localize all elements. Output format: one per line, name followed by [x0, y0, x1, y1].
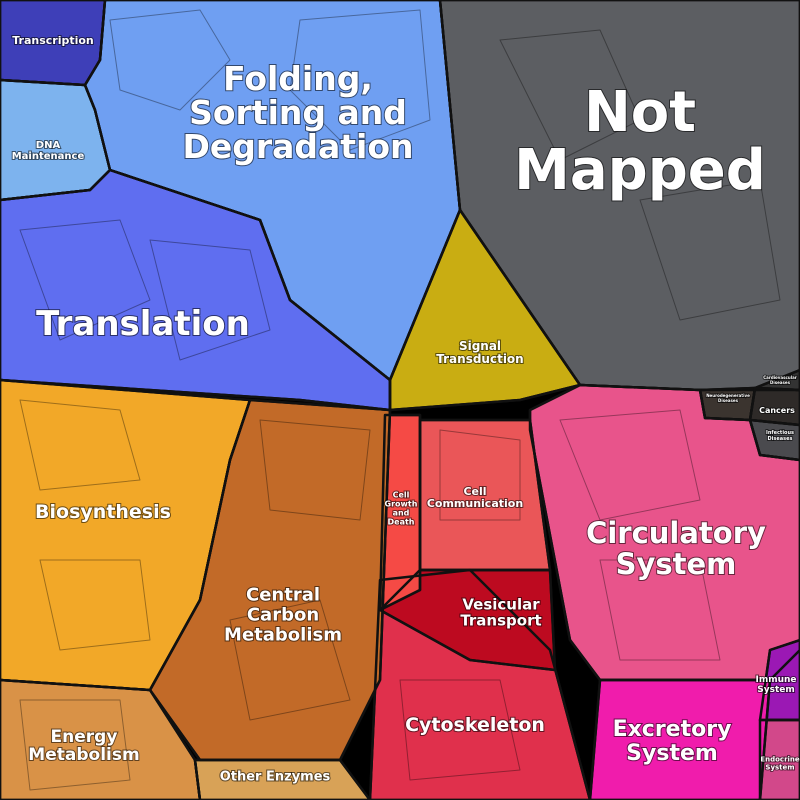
- cell: [109, 9, 231, 111]
- label-line: Folding,: [223, 59, 373, 98]
- label-line: System: [616, 547, 737, 581]
- label-line: Death: [388, 517, 415, 526]
- region-outline: [528, 383, 800, 682]
- region-label: Vesicular Transport: [460, 595, 541, 629]
- label-line: Cancers: [759, 406, 795, 415]
- cell: [259, 419, 371, 521]
- region-label: Energy Metabolism: [28, 727, 139, 765]
- label-line: DNA: [36, 140, 61, 151]
- region-label: Translation: [36, 304, 250, 344]
- label-line: Cell: [393, 490, 410, 499]
- label-line: Biosynthesis: [35, 501, 171, 523]
- label-line: Transcription: [12, 34, 94, 47]
- region-label: Endocrine System: [760, 756, 800, 772]
- label-line: Central: [246, 584, 320, 605]
- label-line: Diseases: [770, 380, 791, 385]
- region-label: Cell Communication: [427, 485, 523, 510]
- label-line: Sorting and: [189, 93, 407, 132]
- region-outline: [378, 568, 557, 672]
- cell: [19, 219, 151, 341]
- region-outline: [753, 368, 800, 392]
- region-label: Circulatory System: [586, 516, 766, 581]
- cell: [639, 179, 781, 321]
- label-line: Translation: [36, 304, 250, 344]
- region-label: Infectious Diseases: [766, 430, 794, 442]
- cell: [439, 429, 521, 521]
- cell: [229, 599, 351, 721]
- cell: [39, 559, 151, 651]
- label-line: Transport: [460, 611, 541, 629]
- region-outline: [588, 678, 772, 800]
- region-outline: [378, 413, 422, 612]
- region-label: Folding, Sorting and Degradation: [182, 59, 413, 166]
- region-label: Biosynthesis: [35, 501, 171, 523]
- region-label: DNA Maintenance: [12, 140, 85, 162]
- label-line: Vesicular: [462, 595, 540, 613]
- label-line: Other Enzymes: [220, 770, 331, 785]
- region-label: Cytoskeleton: [405, 714, 545, 736]
- label-line: Not: [584, 80, 696, 145]
- label-line: Growth: [385, 499, 418, 508]
- label-line: Carbon: [247, 604, 319, 625]
- label-line: Mapped: [514, 138, 766, 203]
- label-line: Signal: [459, 339, 501, 353]
- region-outline: [758, 718, 800, 800]
- cell: [499, 29, 641, 161]
- label-line: Transduction: [436, 352, 523, 366]
- region-label: Cell Growth and Death: [385, 490, 418, 526]
- label-line: Energy: [51, 727, 118, 747]
- label-line: System: [757, 685, 795, 695]
- label-line: Degradation: [182, 127, 413, 166]
- region-outline: [193, 758, 372, 800]
- label-line: Cardiovascular: [763, 375, 797, 380]
- label-line: Diseases: [718, 398, 739, 403]
- cell: [19, 399, 141, 491]
- label-line: Neurodegenerative: [706, 393, 750, 398]
- region-label: Signal Transduction: [436, 339, 523, 366]
- cell: [599, 559, 721, 661]
- label-line: Metabolism: [28, 745, 139, 765]
- cell: [399, 679, 521, 781]
- region-label: Excretory System: [613, 717, 732, 766]
- label-line: Metabolism: [224, 624, 342, 645]
- region-label: Immune System: [755, 675, 796, 695]
- region-label: Not Mapped: [514, 80, 766, 203]
- region-outline: [0, 168, 392, 412]
- region-label: Transcription: [12, 34, 94, 47]
- region-label: Cancers: [759, 406, 795, 415]
- region-outline: [388, 208, 582, 412]
- label-line: Endocrine: [760, 756, 800, 764]
- region-label: Neurodegenerative Diseases: [706, 393, 750, 403]
- label-line: Cell: [463, 485, 486, 498]
- region-label: Cardiovascular Diseases: [763, 375, 797, 385]
- region-label: Central Carbon Metabolism: [224, 584, 342, 645]
- cell: [19, 699, 131, 791]
- label-line: Circulatory: [586, 516, 766, 550]
- region-label: Other Enzymes: [220, 770, 331, 785]
- label-line: Excretory: [613, 717, 732, 742]
- region-outline: [758, 638, 800, 722]
- label-line: Diseases: [768, 436, 793, 442]
- labels: Transcription DNA Maintenance Folding, Sorti…: [11, 33, 800, 786]
- label-line: Immune: [755, 675, 796, 685]
- label-line: Cytoskeleton: [405, 714, 545, 736]
- cell: [559, 409, 701, 521]
- label-line: Maintenance: [12, 151, 85, 162]
- cell: [149, 239, 271, 361]
- region-outline: [368, 568, 592, 800]
- cell: [289, 9, 431, 151]
- label-line: and: [393, 508, 410, 517]
- label-line: System: [626, 741, 718, 766]
- label-line: Communication: [427, 497, 523, 510]
- label-line: System: [765, 764, 794, 772]
- label-line: Infectious: [766, 430, 794, 436]
